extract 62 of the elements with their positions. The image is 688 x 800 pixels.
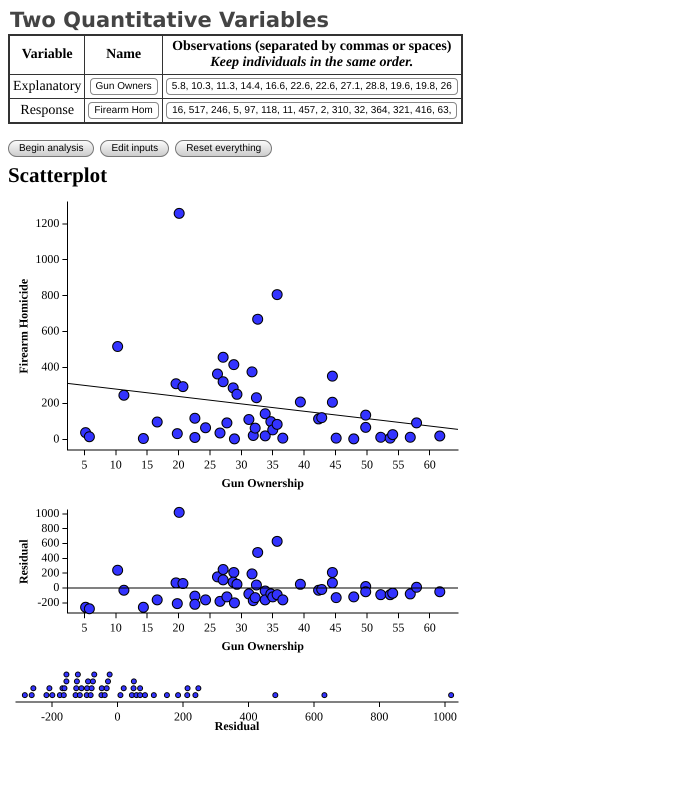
x-tick-label: 50 [360, 458, 373, 472]
x-tick-label: 40 [298, 458, 310, 472]
y-tick-label: 400 [41, 360, 60, 374]
text: 16, 517, 246, 5, 97, 118, 11, 457, 2, 310, 32, 364, 321, 416, 63, [166, 102, 458, 119]
y-tick-label: 200 [41, 565, 60, 580]
x-tick-label: 20 [172, 458, 185, 472]
x-tick-label: 55 [392, 620, 404, 635]
y-tick-label: 800 [41, 520, 60, 535]
x-tick-label: 60 [424, 458, 436, 472]
x-tick-label: 20 [172, 620, 185, 635]
text: Begin analysis [8, 140, 94, 157]
x-tick-label: 600 [304, 709, 323, 724]
x-tick-label: 60 [424, 620, 436, 635]
text: Reset everything [175, 140, 272, 157]
text: Explanatory [9, 74, 85, 98]
text: 5.8, 10.3, 11.3, 14.4, 16.6, 22.6, 22.6, 27.1, 28.8, 19.6, 19.8, 26 [166, 78, 458, 95]
x-tick-label: 1000 [432, 709, 457, 724]
x-tick-label: 50 [360, 620, 373, 635]
x-tick-label: 30 [235, 458, 248, 472]
x-tick-label: 5 [81, 458, 88, 472]
text: Observations (separated by commas or spaces) [172, 39, 452, 54]
text: Edit inputs [100, 140, 170, 157]
text: Name [84, 35, 162, 74]
chart-title: Scatterplot [8, 163, 108, 188]
x-tick-label: 200 [174, 709, 192, 724]
x-tick-label: 45 [330, 458, 342, 472]
y-tick-label: 1000 [35, 252, 60, 266]
y-tick-label: 800 [41, 288, 60, 302]
x-tick-label: 35 [266, 620, 279, 635]
y-tick-label: -200 [37, 594, 60, 609]
y-axis-title: Firearm Homicide [16, 278, 30, 374]
text: Response [9, 98, 85, 123]
x-tick-label: 10 [110, 458, 122, 472]
x-tick-label: 55 [392, 458, 404, 472]
y-tick-label: 400 [41, 550, 60, 565]
x-tick-label: 800 [370, 709, 388, 724]
x-axis-title: Gun Ownership [222, 638, 304, 653]
text: Firearm Hom [88, 102, 159, 119]
x-tick-label: 25 [204, 620, 216, 635]
y-tick-label: 0 [53, 432, 60, 446]
x-tick-label: 25 [204, 458, 216, 472]
x-tick-label: 0 [114, 709, 120, 724]
x-axis-title: Gun Ownership [222, 476, 304, 490]
y-tick-label: 1200 [35, 216, 60, 230]
x-tick-label: 40 [298, 620, 310, 635]
text: Variable [9, 35, 85, 74]
x-tick-label: 15 [141, 458, 154, 472]
x-tick-label: 5 [81, 620, 88, 635]
text: Keep individuals in the same order. [210, 55, 414, 70]
x-tick-label: 10 [110, 620, 122, 635]
x-tick-label: 15 [141, 620, 154, 635]
x-tick-label: 45 [330, 620, 342, 635]
x-tick-label: 30 [235, 620, 248, 635]
y-tick-label: 200 [41, 396, 60, 410]
y-tick-label: 600 [41, 536, 60, 550]
text: Gun Owners [90, 78, 158, 95]
y-tick-label: 1000 [35, 506, 60, 520]
y-tick-label: 0 [53, 580, 60, 594]
x-tick-label: 35 [266, 458, 279, 472]
y-axis-title: Residual [16, 538, 30, 584]
y-tick-label: 600 [41, 324, 60, 338]
text: Two Quantitative Variables [10, 8, 330, 32]
